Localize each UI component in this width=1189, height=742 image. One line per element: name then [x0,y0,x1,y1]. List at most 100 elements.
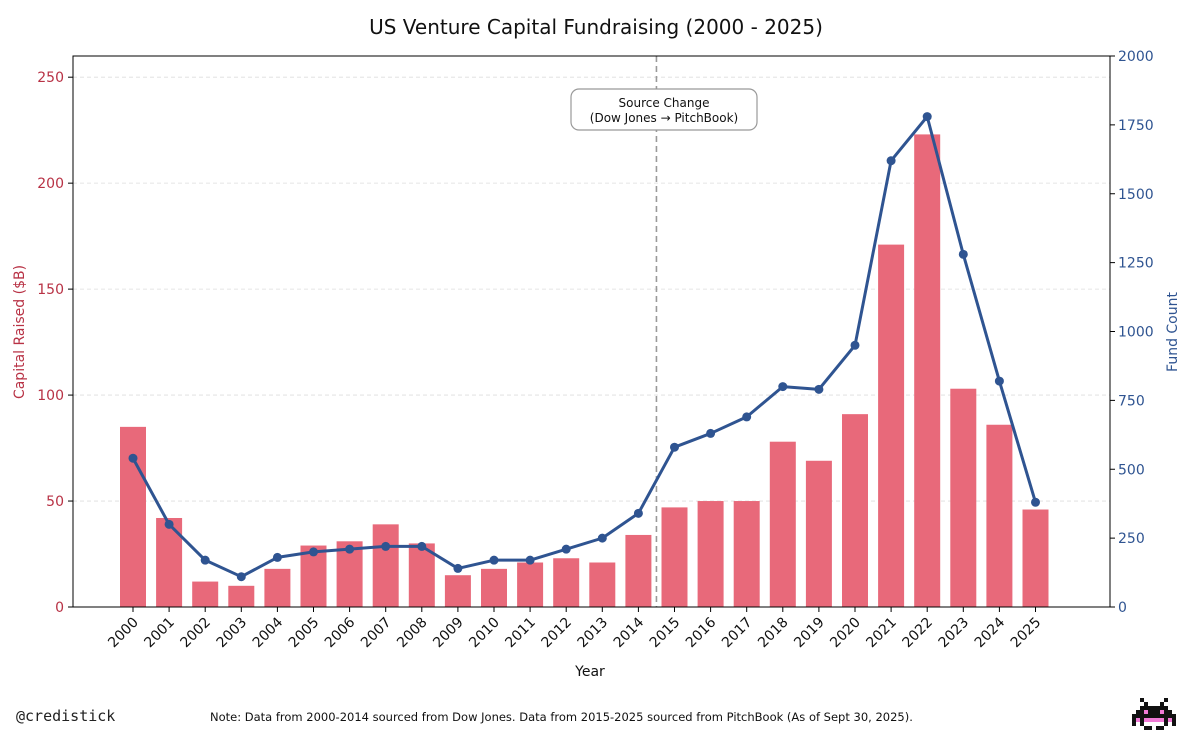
bar-2017 [733,501,760,607]
x-tick-label: 2011 [502,615,539,652]
annotation-line2: (Dow Jones → PitchBook) [590,111,738,125]
bar-2022 [914,134,941,607]
bars-layer [120,134,1049,607]
bar-2007 [372,524,399,607]
bar-2016 [697,501,724,607]
annotation-line1: Source Change [619,96,710,110]
bar-2004 [264,568,291,607]
point-2025 [1031,497,1040,507]
x-tick-label: 2025 [1008,615,1045,652]
point-2003 [236,572,246,582]
x-tick-label: 2020 [827,615,864,652]
point-2016 [706,428,716,438]
point-2015 [670,442,679,452]
point-2013 [597,533,607,543]
point-2008 [417,541,427,551]
pixel-invader-icon [1132,698,1176,730]
bar-2023 [950,388,977,607]
point-2012 [561,544,571,554]
y-right-tick-label: 0 [1118,600,1127,616]
point-2020 [850,340,860,350]
point-2002 [200,555,210,565]
bar-2018 [769,441,796,607]
y-axis-right-label: Fund Count [1165,292,1181,372]
bar-2021 [878,244,905,607]
x-tick-label: 2001 [141,615,178,652]
y-left-tick-label: 150 [37,282,64,298]
x-tick-label: 2005 [286,615,323,652]
bar-2019 [805,460,832,607]
bar-2020 [842,414,868,607]
chart-title: US Venture Capital Fundraising (2000 - 2… [369,15,823,39]
bar-2011 [517,562,544,607]
annotation-box [570,88,758,131]
x-tick-label: 2021 [863,615,900,652]
bar-2008 [408,543,435,607]
x-axis-label: Year [574,664,605,680]
y-right-tick-label: 1250 [1118,256,1154,272]
point-2019 [814,384,824,394]
x-tick-label: 2007 [358,615,395,652]
point-2021 [886,156,896,166]
annotation-layer: Source Change (Dow Jones → PitchBook) [570,88,758,131]
x-tick-label: 2022 [900,615,937,652]
point-2006 [345,544,355,554]
x-tick-label: 2013 [575,615,612,652]
x-tick-label: 2000 [105,615,142,652]
point-2010 [489,555,499,565]
x-tick-label: 2003 [214,615,251,652]
y-left-tick-label: 250 [37,70,64,86]
y-left-tick-label: 200 [37,176,64,192]
point-2011 [525,555,535,565]
y-right-tick-label: 500 [1118,462,1145,478]
bar-2012 [553,558,580,607]
point-2024 [994,376,1004,386]
x-tick-label: 2009 [430,615,467,652]
y-left-tick-label: 100 [37,388,64,404]
x-tick-label: 2010 [466,615,503,652]
bar-2024 [986,424,1013,607]
bar-2003 [228,585,255,607]
x-tick-label: 2019 [791,615,828,652]
point-2017 [742,412,752,422]
x-tick-label: 2018 [755,615,792,652]
y-right-tick-label: 2000 [1118,49,1154,65]
point-2018 [778,382,788,392]
author-handle: @credistick [16,707,116,725]
y-right-tick-label: 250 [1118,531,1145,547]
bar-2015 [661,507,688,607]
y-left-tick-label: 0 [55,600,64,616]
fund-count-line [131,115,1037,579]
point-2004 [272,552,282,562]
x-tick-label: 2014 [611,614,648,651]
y-left-tick-label: 50 [46,494,64,510]
point-2007 [381,541,391,551]
x-tick-label: 2008 [394,615,431,652]
point-2009 [453,563,463,573]
x-tick-label: 2004 [250,614,287,651]
bar-2010 [481,568,507,607]
bar-2014 [625,534,652,607]
point-2023 [958,249,968,259]
y-right-tick-label: 1500 [1118,187,1154,203]
y-right-tick-label: 750 [1118,393,1145,409]
x-tick-label: 2006 [322,614,359,651]
x-tick-label: 2016 [683,614,720,651]
x-tick-label: 2002 [178,615,215,652]
x-tick-label: 2017 [719,615,756,652]
y-right-tick-label: 1750 [1118,118,1154,134]
point-2005 [309,547,318,557]
point-2001 [164,519,174,529]
point-2000 [128,453,138,463]
point-2014 [633,508,643,518]
bar-2002 [192,581,219,607]
y-right-tick-label: 1000 [1118,325,1154,341]
bar-2025 [1022,509,1049,607]
source-note: Note: Data from 2000-2014 sourced from D… [210,710,913,724]
y-axis-left-label: Capital Raised ($B) [12,265,28,399]
bar-2009 [444,575,471,607]
x-tick-label: 2015 [647,615,684,652]
point-2022 [922,112,932,122]
